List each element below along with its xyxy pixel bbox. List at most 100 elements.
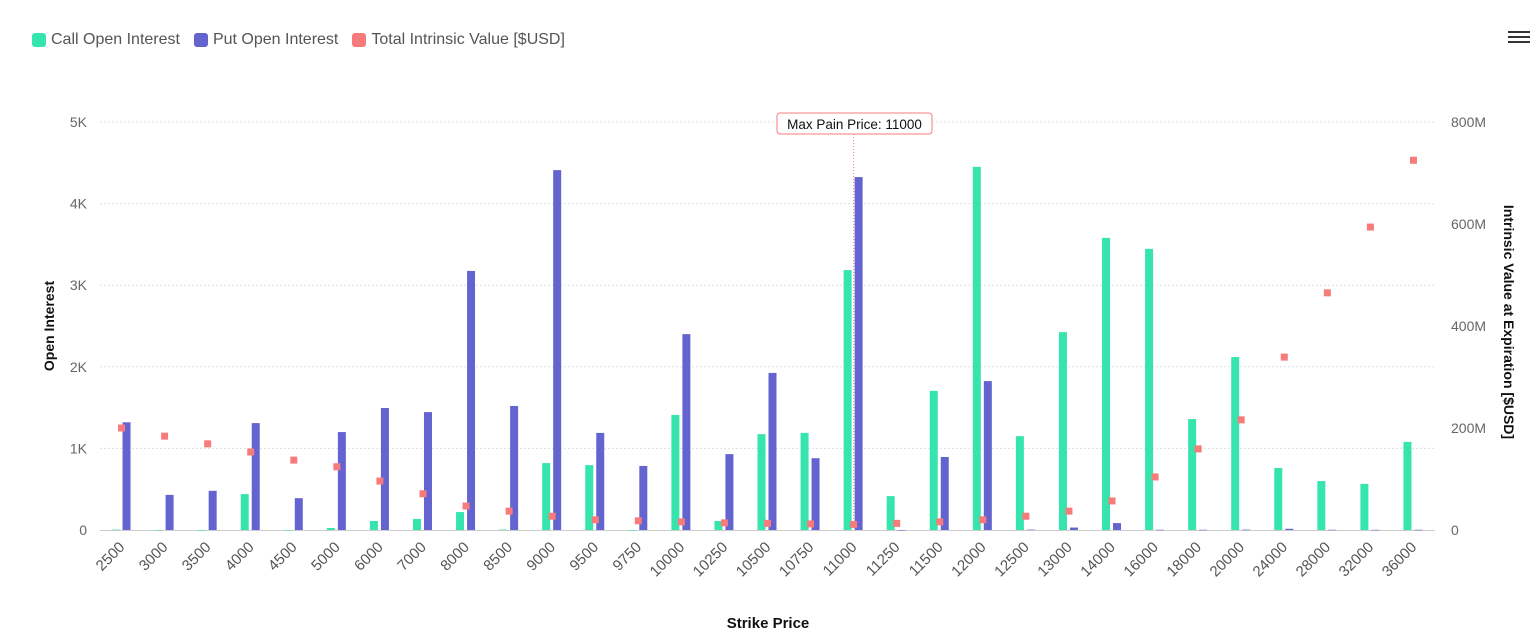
x-tick-label: 11250 [863, 539, 904, 580]
call-bar [154, 530, 163, 531]
put-bar [854, 177, 863, 530]
x-tick-label: 7000 [394, 539, 430, 575]
put-bar [294, 498, 303, 530]
y2-tick-label: 200M [1451, 420, 1486, 436]
put-bar [1371, 529, 1380, 531]
put-bar [682, 334, 691, 530]
call-bar [456, 512, 465, 530]
put-bar [596, 432, 605, 530]
put-bar [165, 494, 174, 530]
put-bar [208, 490, 217, 530]
call-bar [843, 270, 852, 530]
x-tick-label: 11000 [820, 539, 861, 580]
x-tick-label: 10000 [647, 539, 689, 581]
put-bar [337, 432, 346, 530]
x-tick-label: 8500 [480, 539, 516, 575]
y-tick-label: 2K [70, 359, 88, 375]
call-bar [800, 432, 809, 530]
intrinsic-point [893, 519, 901, 527]
intrinsic-point [634, 517, 642, 525]
y2-axis-title: Intrinsic Value at Expiration [$USD] [1501, 205, 1517, 439]
hamburger-icon[interactable] [1508, 28, 1530, 46]
call-bar [1188, 419, 1197, 530]
call-bar [1015, 436, 1024, 530]
intrinsic-point [1022, 512, 1030, 520]
call-bar [326, 527, 335, 530]
y-axis-title: Open Interest [41, 281, 57, 372]
x-tick-label: 11500 [906, 539, 947, 580]
call-bar [757, 434, 766, 530]
put-bar [1026, 529, 1035, 531]
x-tick-label: 20000 [1207, 539, 1249, 581]
call-bar [1317, 481, 1326, 530]
x-axis-title: Strike Price [727, 615, 810, 632]
legend-item-call[interactable]: Call Open Interest [32, 31, 180, 49]
intrinsic-point [548, 512, 556, 520]
intrinsic-point [936, 518, 944, 526]
put-bar [423, 412, 432, 530]
intrinsic-point [1151, 473, 1159, 481]
call-bar [1403, 441, 1412, 530]
put-bar [725, 454, 734, 530]
put-bar [983, 381, 992, 530]
put-bar [639, 465, 648, 530]
x-tick-label: 12000 [948, 539, 990, 581]
x-tick-label: 4500 [265, 539, 301, 575]
x-tick-label: 18000 [1163, 539, 1205, 581]
x-tick-label: 9000 [523, 539, 559, 575]
intrinsic-point [677, 518, 685, 526]
x-tick-label: 10250 [690, 539, 732, 581]
x-tick-label: 3500 [179, 539, 215, 575]
call-bar [1274, 467, 1283, 530]
y2-tick-label: 400M [1451, 318, 1486, 334]
intrinsic-point [505, 507, 513, 515]
chart-legend: Call Open Interest Put Open Interest Tot… [32, 31, 565, 49]
intrinsic-point [1194, 445, 1202, 453]
x-tick-label: 14000 [1077, 539, 1119, 581]
max-pain-label-box [776, 112, 933, 135]
put-bar [897, 530, 906, 531]
intrinsic-point [1323, 289, 1331, 297]
legend-item-put[interactable]: Put Open Interest [193, 31, 338, 49]
put-bar [467, 270, 476, 530]
call-bar [972, 166, 981, 530]
x-tick-label: 28000 [1293, 539, 1335, 581]
call-bar [111, 529, 120, 531]
legend-item-intrinsic[interactable]: Total Intrinsic Value [$USD] [352, 31, 565, 49]
call-bar [1145, 248, 1154, 530]
call-bar [628, 530, 637, 531]
x-tick-label: 13000 [1034, 539, 1076, 581]
put-bar [553, 170, 562, 531]
put-bar [1156, 529, 1165, 531]
x-tick-label: 6000 [351, 539, 387, 575]
call-bar [1360, 483, 1369, 530]
x-tick-label: 2500 [93, 539, 129, 575]
intrinsic-point [333, 463, 341, 471]
legend-label-intrinsic: Total Intrinsic Value [$USD] [371, 31, 565, 48]
call-bar [585, 465, 594, 530]
y2-tick-label: 800M [1451, 114, 1486, 130]
intrinsic-point [720, 519, 728, 527]
put-bar [122, 422, 131, 530]
y2-tick-label: 0 [1451, 522, 1459, 538]
x-tick-label: 9750 [610, 539, 646, 575]
intrinsic-point [204, 440, 212, 448]
intrinsic-point [591, 516, 599, 524]
call-bar [240, 494, 249, 530]
x-tick-label: 32000 [1336, 539, 1378, 581]
put-bar [380, 408, 389, 530]
intrinsic-point [1280, 353, 1288, 361]
call-bar [1058, 332, 1067, 530]
y-tick-label: 5K [70, 114, 88, 130]
put-bar [251, 423, 260, 530]
put-bar [1113, 523, 1122, 530]
intrinsic-point [850, 520, 858, 528]
legend-label-call: Call Open Interest [51, 31, 180, 48]
call-bar [1102, 237, 1111, 530]
y-tick-label: 3K [70, 277, 88, 293]
put-bar [1199, 529, 1208, 531]
intrinsic-point [764, 519, 771, 527]
y2-tick-label: 600M [1451, 216, 1486, 232]
intrinsic-point [118, 424, 126, 432]
